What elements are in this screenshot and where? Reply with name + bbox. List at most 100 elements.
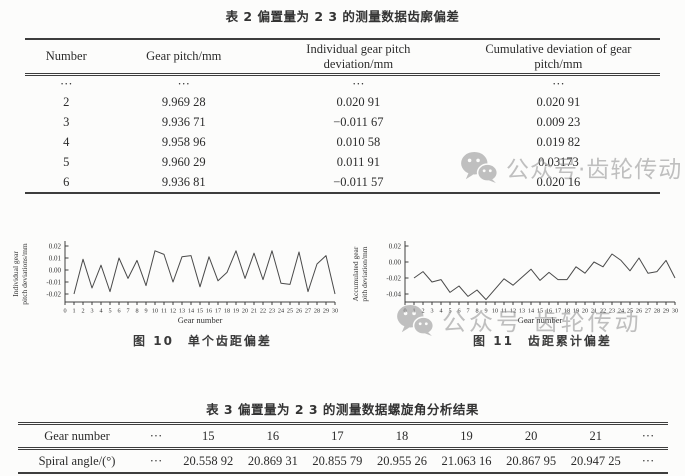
table-cell: 9.960 29 xyxy=(161,155,206,169)
svg-text:0.02: 0.02 xyxy=(389,242,402,250)
table-cell: ··· xyxy=(641,454,655,468)
svg-text:15: 15 xyxy=(197,308,203,315)
svg-text:0.02: 0.02 xyxy=(49,242,62,250)
svg-text:26: 26 xyxy=(296,308,302,315)
svg-text:29: 29 xyxy=(323,308,329,315)
svg-text:23: 23 xyxy=(269,308,275,315)
table-cell: 0.009 23 xyxy=(536,115,581,129)
table-cell: 0.011 91 xyxy=(336,155,380,169)
table-cell: ··· xyxy=(177,77,190,91)
svg-text:2: 2 xyxy=(421,308,424,315)
table-cell: ··· xyxy=(149,454,163,468)
svg-text:30: 30 xyxy=(332,308,338,315)
table-cell: 18 xyxy=(369,423,435,450)
svg-text:15: 15 xyxy=(537,308,543,315)
chart-accumulated-pitch-deviation: 0.02 0.00 -0.02 -0.04 0 1 2 3 4 5 6 7 8 9 10 11 12 13 14 15… xyxy=(350,236,680,349)
table-cell: 2 xyxy=(63,95,70,109)
svg-text:8: 8 xyxy=(475,308,478,315)
chart-plot: 0.020.00-0.02-0.040 1 2 3 4 5 6 7 8 9 10 11 12 13 14 15… xyxy=(351,241,678,325)
svg-text:10: 10 xyxy=(492,308,498,315)
svg-text:1: 1 xyxy=(72,308,75,315)
table-cell: 9.936 71 xyxy=(161,115,206,129)
svg-text:3: 3 xyxy=(430,308,433,315)
svg-text:10: 10 xyxy=(152,308,158,315)
svg-text:22: 22 xyxy=(600,308,606,315)
svg-text:24: 24 xyxy=(618,308,624,315)
table-cell: 6 xyxy=(63,175,70,189)
svg-text:14: 14 xyxy=(528,308,534,315)
svg-text:1: 1 xyxy=(412,308,415,315)
table-row: 5 9.960 29 0.011 91 0.03173 xyxy=(25,152,660,172)
svg-text:3: 3 xyxy=(90,308,93,315)
svg-text:11: 11 xyxy=(501,308,507,315)
svg-text:0.01: 0.01 xyxy=(49,254,62,262)
svg-text:Individual gear: Individual gear xyxy=(11,251,20,297)
svg-text:5: 5 xyxy=(108,308,111,315)
svg-text:19: 19 xyxy=(573,308,579,315)
svg-text:6: 6 xyxy=(457,308,460,315)
svg-text:Gear number: Gear number xyxy=(518,315,563,325)
svg-text:0: 0 xyxy=(63,308,66,315)
table-cell: −0.011 67 xyxy=(333,115,384,129)
svg-text:24: 24 xyxy=(278,308,284,315)
table-cell: 20.955 26 xyxy=(376,454,427,468)
svg-text:2: 2 xyxy=(81,308,84,315)
svg-text:28: 28 xyxy=(314,308,320,315)
svg-text:16: 16 xyxy=(206,308,212,315)
table-row: Spiral angle/(°) ··· 20.558 92 20.869 31 20.… xyxy=(18,449,668,474)
figure10-caption: 图 10 单个齿距偏差 xyxy=(133,334,272,348)
table-cell: 0.019 82 xyxy=(536,135,581,149)
table-cell: 20.867 95 xyxy=(506,454,557,468)
table-cell: 0.020 16 xyxy=(536,175,581,189)
svg-text:Gear number: Gear number xyxy=(178,315,223,325)
table-cell: ··· xyxy=(628,423,668,450)
table-row: 2 9.969 28 0.020 91 0.020 91 xyxy=(25,92,660,112)
svg-text:27: 27 xyxy=(305,308,311,315)
svg-text:16: 16 xyxy=(546,308,552,315)
table-cell: 20.869 31 xyxy=(247,454,298,468)
svg-text:8: 8 xyxy=(135,308,138,315)
table-cell: 5 xyxy=(63,155,70,169)
figure11-caption: 图 11 齿距累计偏差 xyxy=(473,334,612,348)
svg-text:-0.01: -0.01 xyxy=(46,278,61,286)
table2-header-number: Number xyxy=(25,39,108,76)
svg-text:25: 25 xyxy=(287,308,293,315)
header-line: Individual gear pitch xyxy=(306,41,411,56)
table-cell: 0.03173 xyxy=(538,155,579,169)
header-line: pitch/mm xyxy=(534,56,583,71)
table-cell: 3 xyxy=(63,115,70,129)
header-line: Cumulative deviation of gear xyxy=(485,41,632,56)
svg-text:4: 4 xyxy=(439,308,442,315)
svg-text:4: 4 xyxy=(99,308,102,315)
svg-text:12: 12 xyxy=(510,308,516,315)
svg-text:-0.02: -0.02 xyxy=(46,290,61,298)
svg-text:19: 19 xyxy=(233,308,239,315)
table-row: 4 9.958 96 0.010 58 0.019 82 xyxy=(25,132,660,152)
table-cell: 9.936 81 xyxy=(161,175,206,189)
svg-text:27: 27 xyxy=(645,308,651,315)
svg-text:25: 25 xyxy=(627,308,633,315)
svg-text:30: 30 xyxy=(672,308,678,315)
table2-title: 表 2 偏置量为 2 3 的测量数据齿廓偏差 xyxy=(225,9,460,24)
svg-text:7: 7 xyxy=(466,308,469,315)
table-cell: Gear number xyxy=(18,423,136,450)
table-cell: ··· xyxy=(352,77,365,91)
svg-text:0.00: 0.00 xyxy=(389,258,402,266)
svg-text:7: 7 xyxy=(126,308,129,315)
svg-text:12: 12 xyxy=(170,308,176,315)
table-cell: 20 xyxy=(498,423,564,450)
svg-text:-0.02: -0.02 xyxy=(386,274,401,282)
table-cell: 0.010 58 xyxy=(336,135,381,149)
table-cell: 9.958 96 xyxy=(161,135,206,149)
header-line: deviation/mm xyxy=(323,56,394,71)
table-row: ··· ··· ··· ··· xyxy=(25,75,660,93)
svg-text:17: 17 xyxy=(555,308,561,315)
svg-text:11: 11 xyxy=(161,308,167,315)
table-cell: 21.063 16 xyxy=(441,454,492,468)
table-cell: 15 xyxy=(176,423,241,450)
table-cell: 19 xyxy=(434,423,499,450)
table-cell: Spiral angle/(°) xyxy=(38,454,116,468)
svg-text:Accumulated gear: Accumulated gear xyxy=(351,246,360,301)
svg-text:9: 9 xyxy=(144,308,147,315)
